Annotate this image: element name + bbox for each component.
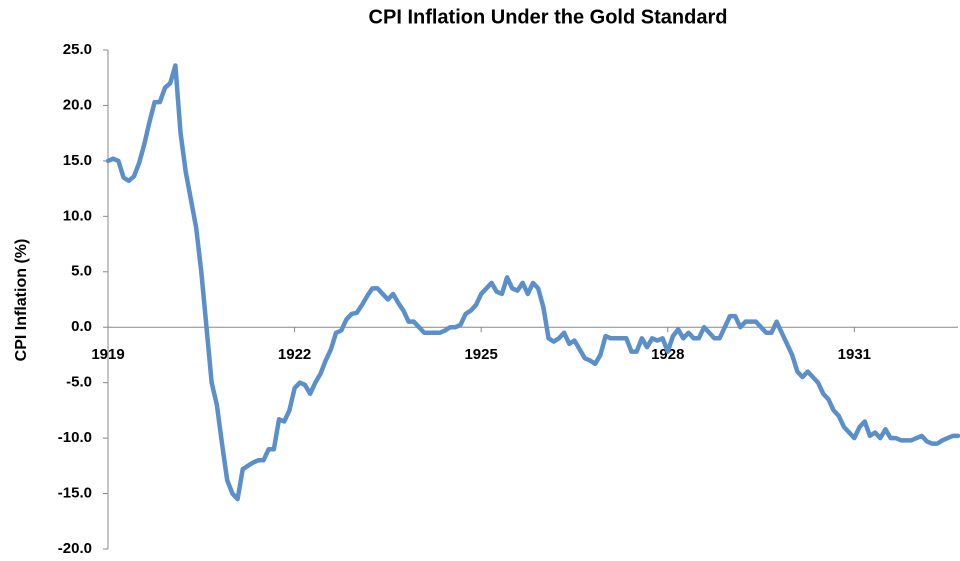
x-tick-label: 1919 — [91, 346, 124, 363]
x-tick-label: 1922 — [278, 346, 311, 363]
y-tick-label: -15.0 — [58, 485, 92, 502]
y-tick-label: 0.0 — [71, 318, 92, 335]
y-tick-label: 10.0 — [63, 207, 92, 224]
x-tick-label: 1925 — [464, 346, 497, 363]
x-tick-label: 1928 — [651, 346, 684, 363]
y-tick-label: 20.0 — [63, 96, 92, 113]
y-tick-label: 25.0 — [63, 41, 92, 58]
data-line — [105, 63, 960, 502]
y-tick-label: 15.0 — [63, 152, 92, 169]
y-tick-label: -20.0 — [58, 540, 92, 557]
y-tick-label: 5.0 — [71, 263, 92, 280]
y-tick-label: -5.0 — [66, 374, 92, 391]
y-tick-label: -10.0 — [58, 429, 92, 446]
chart-title: CPI Inflation Under the Gold Standard — [369, 6, 728, 28]
y-axis-label: CPI Inflation (%) — [13, 239, 30, 362]
x-tick-label: 1931 — [838, 346, 871, 363]
